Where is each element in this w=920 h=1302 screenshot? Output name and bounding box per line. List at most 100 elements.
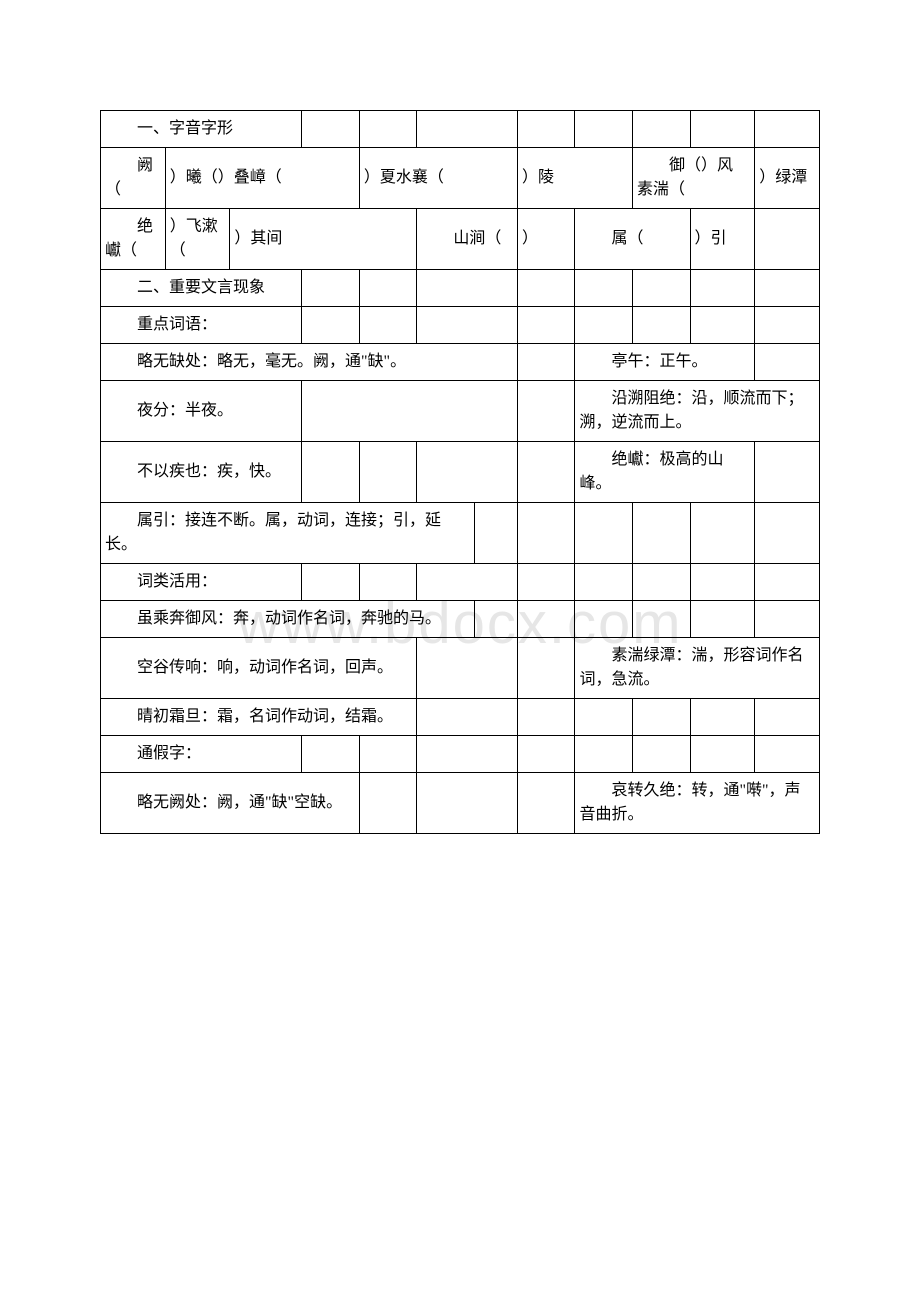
cell	[575, 111, 633, 148]
cell	[417, 773, 518, 834]
cell: 虽乘奔御风：奔，动词作名词，奔驰的马。	[101, 601, 475, 638]
cell	[690, 736, 755, 773]
cell	[575, 564, 633, 601]
table-row: 晴初霜旦：霜，名词作动词，结霜。	[101, 699, 820, 736]
cell	[302, 564, 360, 601]
cell: ）其间	[230, 209, 417, 270]
cell: 绝巘：极高的山峰。	[575, 442, 755, 503]
cell	[359, 270, 417, 307]
cell	[517, 344, 575, 381]
cell	[302, 736, 360, 773]
table-row: 阙（ ）曦（）叠嶂（ ）夏水襄（ ）陵 御（）风 素湍（ ）绿潭	[101, 148, 820, 209]
cell: ）引	[690, 209, 755, 270]
cell	[755, 209, 820, 270]
cell	[517, 638, 575, 699]
cell	[417, 736, 518, 773]
cell	[359, 736, 417, 773]
table-row: 二、重要文言现象	[101, 270, 820, 307]
cell	[690, 111, 755, 148]
section-heading: 二、重要文言现象	[101, 270, 302, 307]
cell: 山涧（	[417, 209, 518, 270]
cell	[417, 270, 518, 307]
cell	[755, 564, 820, 601]
cell	[517, 601, 575, 638]
cell: 沿溯阻绝：沿，顺流而下；溯，逆流而上。	[575, 381, 820, 442]
cell: 素湍绿潭：湍，形容词作名词，急流。	[575, 638, 820, 699]
table-row: 绝巘（ ）飞漱（ ）其间 山涧（ ） 属（ ）引	[101, 209, 820, 270]
cell	[690, 307, 755, 344]
cell	[302, 442, 360, 503]
cell	[633, 111, 691, 148]
cell	[575, 736, 633, 773]
cell	[359, 111, 417, 148]
cell	[575, 503, 633, 564]
section-heading: 一、字音字形	[101, 111, 302, 148]
cell	[755, 307, 820, 344]
cell	[302, 270, 360, 307]
cell	[517, 270, 575, 307]
cell	[633, 736, 691, 773]
cell: 亭午：正午。	[575, 344, 755, 381]
cell	[417, 442, 518, 503]
table-row: 略无缺处：略无，毫无。阙，通"缺"。 亭午：正午。	[101, 344, 820, 381]
cell	[474, 503, 517, 564]
table-row: 属引：接连不断。属，动词，连接；引，延长。	[101, 503, 820, 564]
cell: 绝巘（	[101, 209, 166, 270]
cell	[359, 307, 417, 344]
cell	[575, 307, 633, 344]
cell: 空谷传响：响，动词作名词，回声。	[101, 638, 417, 699]
cell	[575, 270, 633, 307]
cell	[517, 564, 575, 601]
cell	[417, 111, 518, 148]
sub-heading: 通假字：	[101, 736, 302, 773]
cell: 夜分：半夜。	[101, 381, 302, 442]
cell	[755, 736, 820, 773]
cell: 御（）风 素湍（	[633, 148, 755, 209]
cell	[417, 307, 518, 344]
cell: 哀转久绝：转，通"啭"，声音曲折。	[575, 773, 820, 834]
cell	[517, 381, 575, 442]
cell	[302, 111, 360, 148]
cell	[575, 699, 633, 736]
cell	[517, 736, 575, 773]
table-row: 词类活用：	[101, 564, 820, 601]
table-row: 空谷传响：响，动词作名词，回声。 素湍绿潭：湍，形容词作名词，急流。	[101, 638, 820, 699]
cell	[633, 307, 691, 344]
cell	[359, 564, 417, 601]
cell	[517, 307, 575, 344]
cell	[633, 699, 691, 736]
cell: 不以疾也：疾，快。	[101, 442, 302, 503]
cell: 属（	[575, 209, 690, 270]
table-row: 通假字：	[101, 736, 820, 773]
cell: ）曦（）叠嶂（	[165, 148, 359, 209]
cell	[633, 503, 691, 564]
cell	[690, 270, 755, 307]
cell	[755, 503, 820, 564]
cell: ）夏水襄（	[359, 148, 517, 209]
cell	[690, 503, 755, 564]
cell	[690, 699, 755, 736]
cell	[474, 601, 517, 638]
cell	[417, 699, 518, 736]
cell	[755, 442, 820, 503]
cell: ）飞漱（	[165, 209, 230, 270]
cell	[755, 699, 820, 736]
table-row: 夜分：半夜。 沿溯阻绝：沿，顺流而下；溯，逆流而上。	[101, 381, 820, 442]
cell	[575, 601, 633, 638]
cell: 阙（	[101, 148, 166, 209]
cell	[633, 601, 691, 638]
cell	[517, 442, 575, 503]
cell	[517, 699, 575, 736]
cell: ）	[517, 209, 575, 270]
cell	[755, 111, 820, 148]
cell: ）陵	[517, 148, 632, 209]
sub-heading: 词类活用：	[101, 564, 302, 601]
cell	[755, 601, 820, 638]
table-row: 略无阙处：阙，通"缺"空缺。 哀转久绝：转，通"啭"，声音曲折。	[101, 773, 820, 834]
table-row: 重点词语：	[101, 307, 820, 344]
cell	[417, 638, 518, 699]
cell	[690, 601, 755, 638]
document-page: 一、字音字形 阙（ ）曦（）叠嶂（ ）夏水襄（ ）陵 御（）风 素湍（ ）绿潭 …	[0, 0, 920, 914]
cell	[755, 344, 820, 381]
sub-heading: 重点词语：	[101, 307, 302, 344]
